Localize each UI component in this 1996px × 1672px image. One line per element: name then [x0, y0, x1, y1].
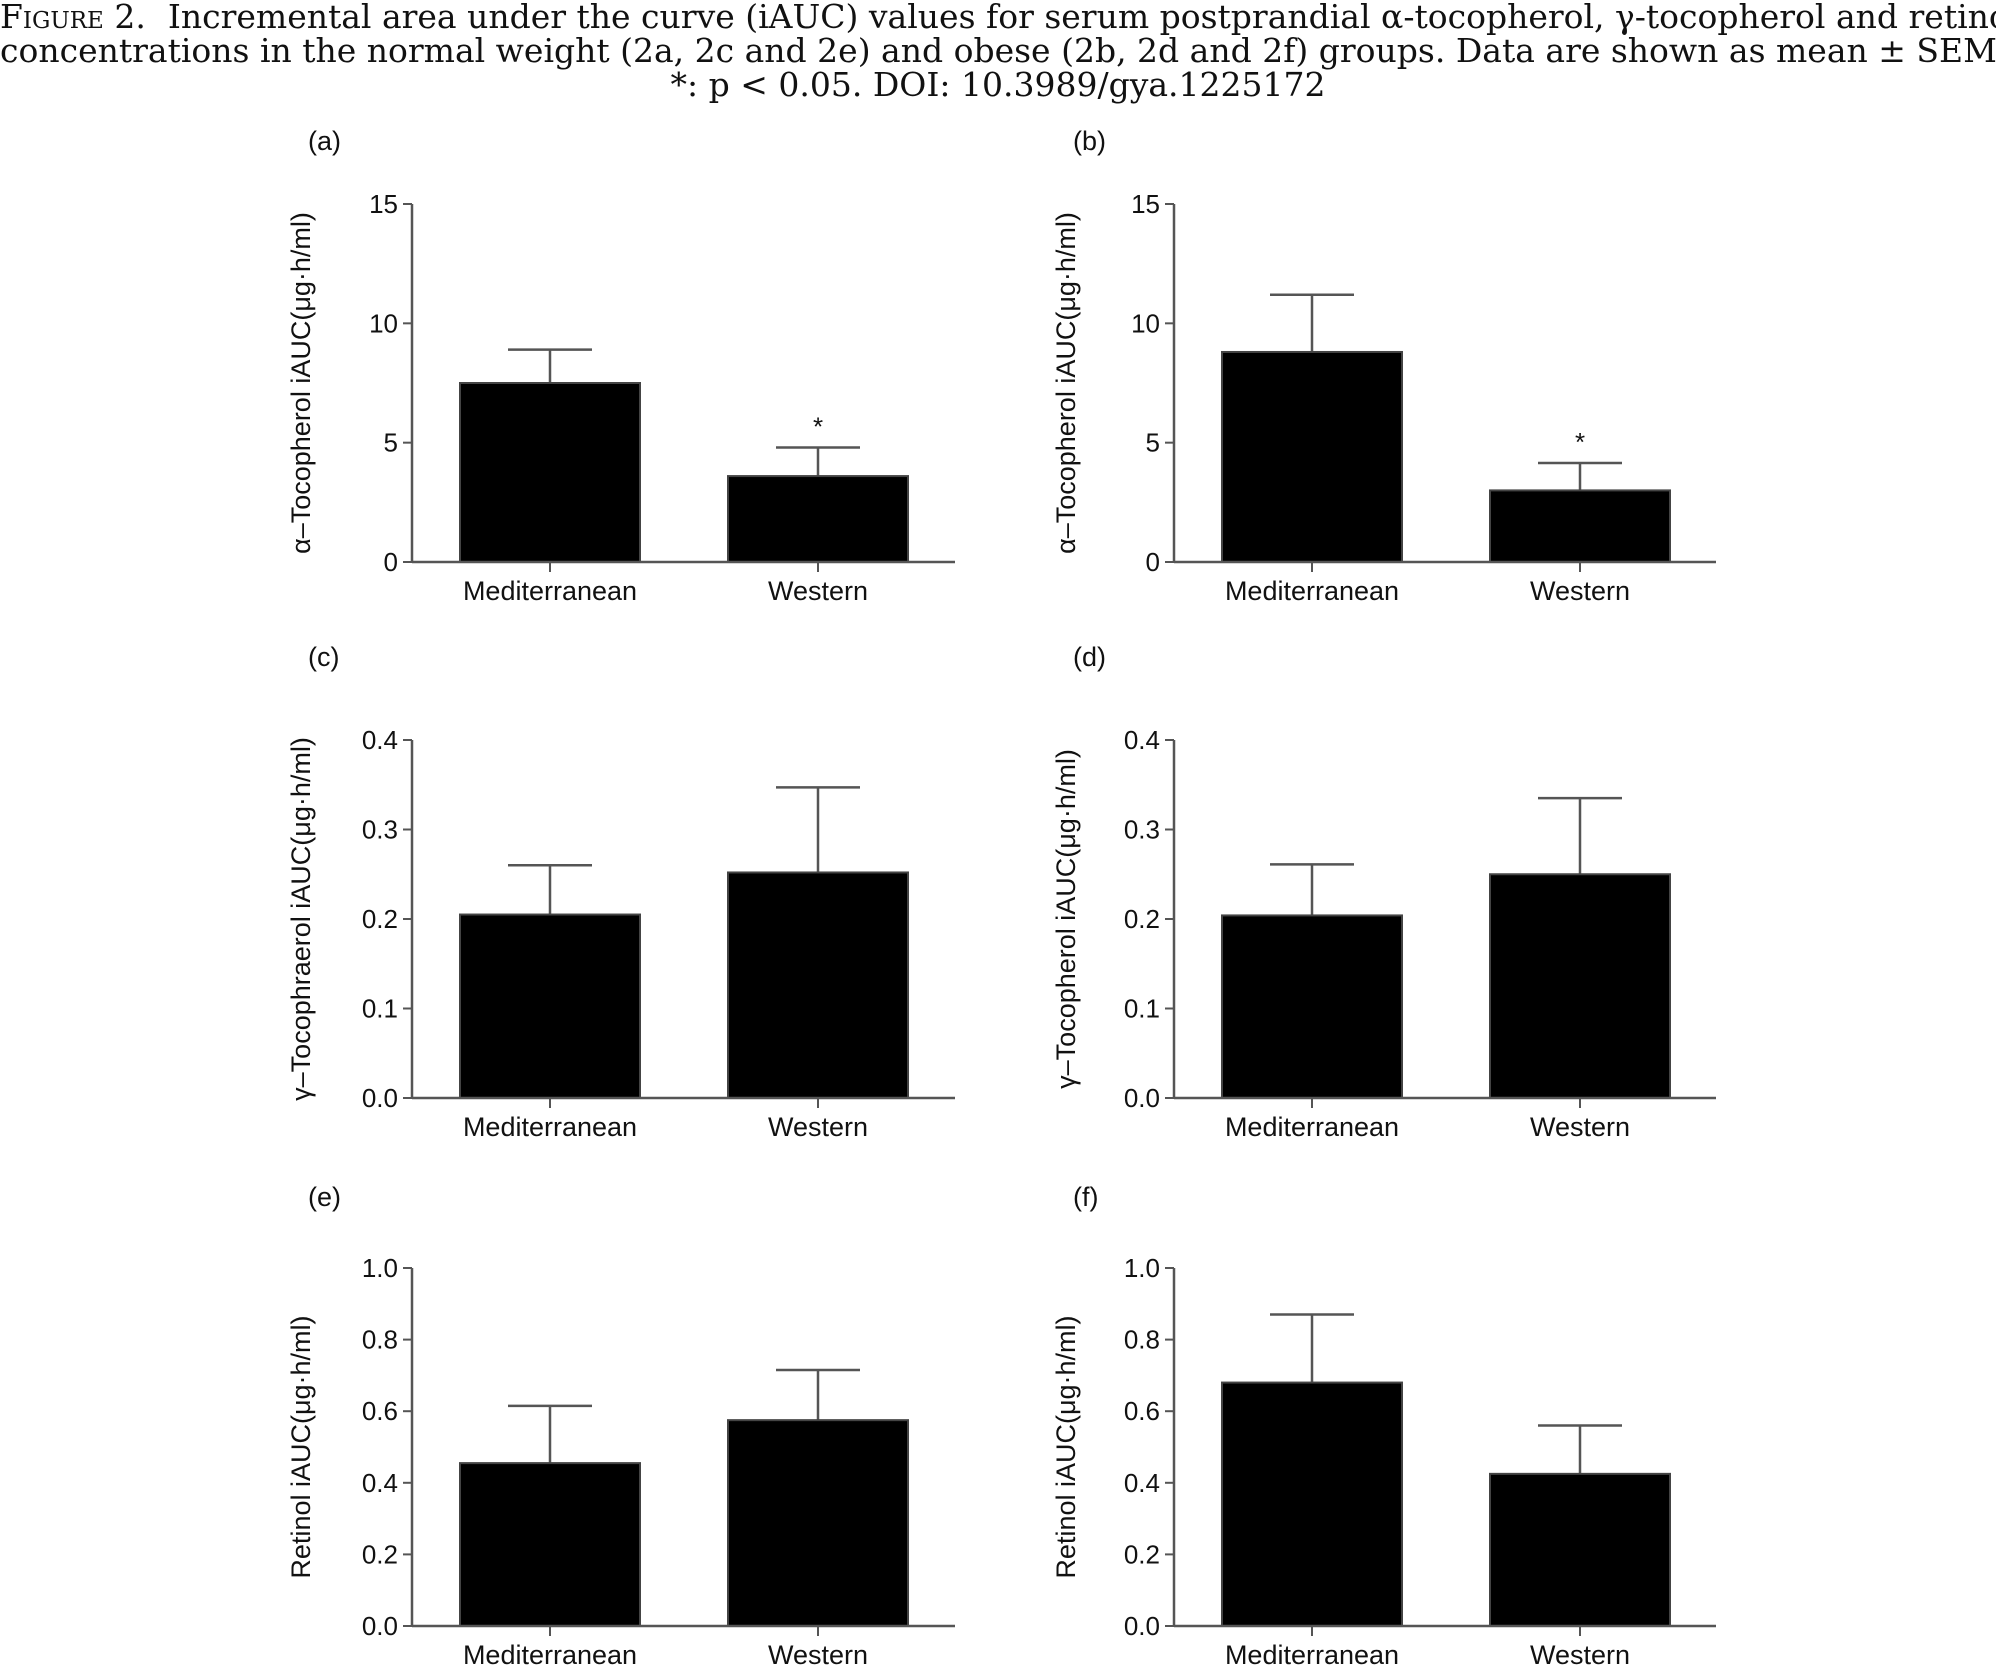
y-tick-label: 0.6 [362, 1396, 398, 1426]
x-tick-label: Western [1530, 1640, 1630, 1670]
y-tick-label: 0.4 [362, 725, 398, 755]
x-tick-label: Mediterranean [463, 1112, 637, 1142]
y-tick-label: 10 [1131, 308, 1160, 338]
bar-western [727, 871, 909, 1100]
y-tick-label: 0.1 [1124, 994, 1160, 1024]
y-axis-label: α–Tocopherol iAUC(μg·h/ml) [286, 212, 316, 554]
y-axis-label: α–Tocopherol iAUC(μg·h/ml) [1051, 212, 1081, 554]
y-tick-label: 0.0 [362, 1611, 398, 1641]
x-tick-label: Mediterranean [463, 576, 637, 606]
y-tick-label: 0.8 [362, 1325, 398, 1355]
y-tick-label: 0 [384, 547, 398, 577]
y-tick-label: 0.2 [362, 1539, 398, 1569]
bar-mediterranean [1221, 350, 1403, 563]
chart-panel-b: (b) α–Tocopherol iAUC(μg·h/ml) Mediterrane… [1051, 126, 1716, 606]
y-tick-label: 0.2 [1124, 904, 1160, 934]
x-tick-label: Western [768, 1640, 868, 1670]
y-axis-label: γ–Tocophraerol iAUC(μg·h/ml) [286, 737, 316, 1101]
bar-mediterranean [1221, 1381, 1403, 1628]
panel-label: (a) [308, 126, 341, 156]
caption-line-2: concentrations in the normal weight (2a,… [0, 31, 1996, 70]
bar-mediterranean [1221, 914, 1403, 1099]
panel-label: (e) [308, 1182, 341, 1212]
y-tick-label: 5 [1146, 428, 1160, 458]
caption-text-1: Incremental area under the curve (iAUC) … [167, 0, 1996, 36]
bar-mediterranean [459, 1462, 641, 1627]
y-axis-label: Retinol iAUC(μg·h/ml) [1051, 1315, 1081, 1578]
panel-label: (d) [1073, 642, 1106, 672]
x-tick-label: Western [1530, 1112, 1630, 1142]
y-tick-label: 0.0 [1124, 1083, 1160, 1113]
y-tick-label: 0 [1146, 547, 1160, 577]
y-tick-label: 0.2 [362, 904, 398, 934]
panel-label: (f) [1073, 1182, 1098, 1212]
panel-label: (c) [308, 642, 339, 672]
chart-panel-e: (e) Retinol iAUC(μg·h/ml) Mediterranean Wes… [286, 1182, 955, 1670]
y-tick-label: 1.0 [362, 1253, 398, 1283]
y-tick-label: 5 [384, 428, 398, 458]
y-tick-label: 0.4 [362, 1468, 398, 1498]
significance-marker: * [813, 411, 823, 441]
caption-line-1: Figure 2. Incremental area under the curv… [0, 0, 1996, 34]
x-tick-label: Mediterranean [463, 1640, 637, 1670]
bar-western [727, 1419, 909, 1628]
y-axis-label: γ–Tocopherol iAUC(μg·h/ml) [1051, 749, 1081, 1089]
chart-panel-d: (d) γ–Tocopherol iAUC(μg·h/ml) Mediterrane… [1051, 642, 1716, 1142]
y-axis-label: Retinol iAUC(μg·h/ml) [286, 1315, 316, 1578]
chart-panel-a: (a) α–Tocopherol iAUC(μg·h/ml) Mediterrane… [286, 126, 955, 606]
caption-line-3: *: p < 0.05. DOI: 10.3989/gya.1225172 [670, 65, 1326, 104]
panel-label: (b) [1073, 126, 1106, 156]
x-tick-label: Mediterranean [1225, 1640, 1399, 1670]
y-tick-label: 10 [369, 308, 398, 338]
y-tick-label: 15 [369, 189, 398, 219]
y-tick-label: 0.1 [362, 994, 398, 1024]
figure-caption: Figure 2. Incremental area under the curv… [0, 0, 1996, 102]
y-tick-label: 0.8 [1124, 1325, 1160, 1355]
y-tick-label: 0.0 [362, 1083, 398, 1113]
bar-western [727, 475, 909, 563]
y-tick-label: 0.3 [1124, 815, 1160, 845]
x-tick-label: Mediterranean [1225, 576, 1399, 606]
chart-panel-f: (f) Retinol iAUC(μg·h/ml) Mediterranean Wes… [1051, 1182, 1716, 1670]
y-tick-label: 0.0 [1124, 1611, 1160, 1641]
y-tick-label: 15 [1131, 189, 1160, 219]
x-tick-label: Western [768, 576, 868, 606]
chart-panel-c: (c) γ–Tocophraerol iAUC(μg·h/ml) Mediterra… [286, 642, 955, 1142]
bar-mediterranean [459, 382, 641, 563]
y-tick-label: 0.4 [1124, 725, 1160, 755]
x-tick-label: Western [1530, 576, 1630, 606]
y-tick-label: 0.4 [1124, 1468, 1160, 1498]
x-tick-label: Western [768, 1112, 868, 1142]
significance-marker: * [1575, 427, 1585, 457]
y-tick-label: 0.2 [1124, 1539, 1160, 1569]
bar-western [1489, 1472, 1671, 1627]
bar-mediterranean [459, 913, 641, 1100]
bar-western [1489, 873, 1671, 1099]
y-tick-label: 0.3 [362, 815, 398, 845]
x-tick-label: Mediterranean [1225, 1112, 1399, 1142]
y-tick-label: 0.6 [1124, 1396, 1160, 1426]
y-tick-label: 1.0 [1124, 1253, 1160, 1283]
figure-label: Figure 2. [0, 0, 146, 36]
bar-western [1489, 489, 1671, 563]
